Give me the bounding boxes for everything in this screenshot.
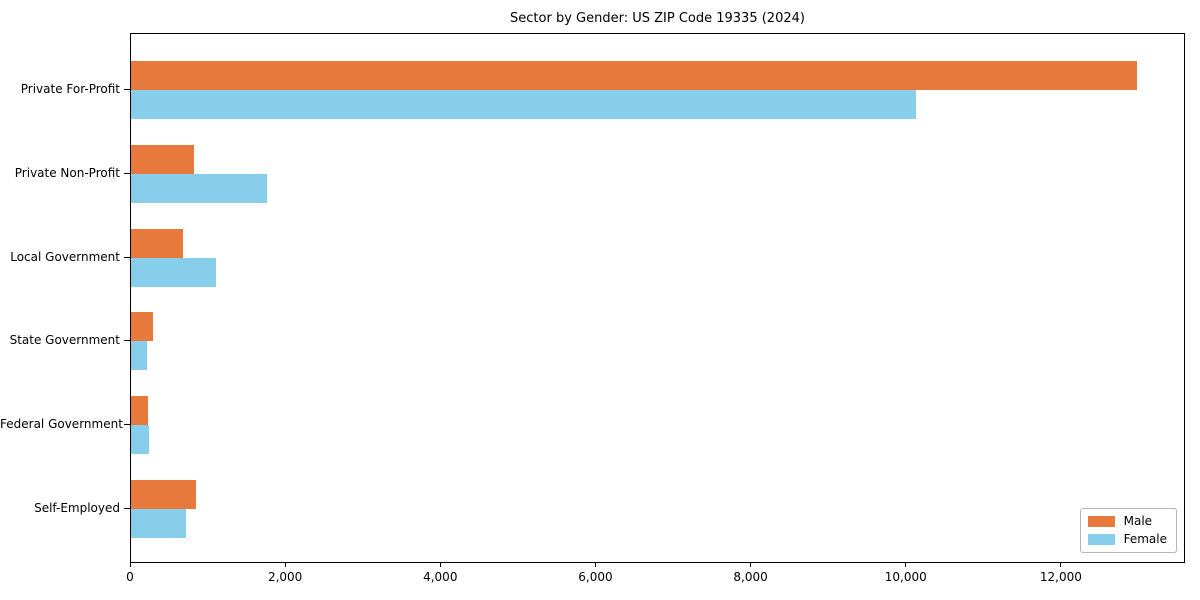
y-axis-label-state-government: State Government bbox=[9, 333, 120, 348]
bar-male-private-non-profit bbox=[131, 144, 194, 174]
x-tick-label-6-000: 6,000 bbox=[578, 570, 613, 584]
legend-item-female: Female bbox=[1087, 532, 1167, 546]
x-tick-label-8-000: 8,000 bbox=[733, 570, 768, 584]
y-axis-label-private-for-profit: Private For-Profit bbox=[20, 81, 120, 96]
bar-male-self-employed bbox=[131, 480, 197, 510]
y-axis-label-self-employed: Self-Employed bbox=[34, 501, 120, 516]
bar-male-local-government bbox=[131, 228, 183, 258]
bar-female-private-non-profit bbox=[131, 173, 267, 203]
bar-male-federal-government bbox=[131, 396, 149, 426]
y-axis-label-federal-government: Federal Government bbox=[0, 417, 123, 432]
x-tick-label-12-000: 12,000 bbox=[1039, 570, 1082, 584]
chart-title: Sector by Gender: US ZIP Code 19335 (202… bbox=[510, 11, 805, 26]
y-tick-mark bbox=[124, 424, 130, 426]
x-tick-mark bbox=[1060, 563, 1062, 567]
legend: Male Female bbox=[1079, 508, 1177, 553]
x-tick-mark bbox=[905, 563, 907, 567]
x-tick-mark bbox=[439, 563, 441, 567]
bar-female-federal-government bbox=[131, 425, 149, 455]
legend-swatch-male bbox=[1087, 516, 1115, 527]
plot-area: Male Female bbox=[130, 33, 1185, 563]
legend-swatch-female bbox=[1087, 534, 1115, 545]
x-tick-mark bbox=[594, 563, 596, 567]
x-tick-label-2-000: 2,000 bbox=[267, 570, 303, 584]
legend-item-male: Male bbox=[1087, 514, 1167, 528]
y-tick-mark bbox=[124, 340, 130, 342]
x-tick-mark bbox=[284, 563, 286, 567]
legend-label-female: Female bbox=[1123, 532, 1167, 546]
bar-female-state-government bbox=[131, 341, 148, 371]
legend-label-male: Male bbox=[1123, 514, 1153, 528]
bar-male-private-for-profit bbox=[131, 60, 1138, 90]
y-axis-label-local-government: Local Government bbox=[10, 249, 120, 264]
x-tick-label-0: 0 bbox=[126, 570, 134, 584]
y-tick-mark bbox=[124, 88, 130, 90]
x-tick-mark bbox=[750, 563, 752, 567]
x-tick-label-4-000: 4,000 bbox=[423, 570, 458, 584]
bar-male-state-government bbox=[131, 312, 154, 342]
y-tick-mark bbox=[124, 172, 130, 174]
bar-female-private-for-profit bbox=[131, 89, 917, 119]
x-tick-mark bbox=[129, 563, 131, 567]
x-tick-label-10-000: 10,000 bbox=[884, 570, 927, 584]
y-tick-mark bbox=[124, 508, 130, 510]
y-axis-label-private-non-profit: Private Non-Profit bbox=[14, 165, 120, 180]
y-tick-mark bbox=[124, 256, 130, 258]
bar-female-self-employed bbox=[131, 509, 187, 539]
bar-female-local-government bbox=[131, 257, 216, 287]
